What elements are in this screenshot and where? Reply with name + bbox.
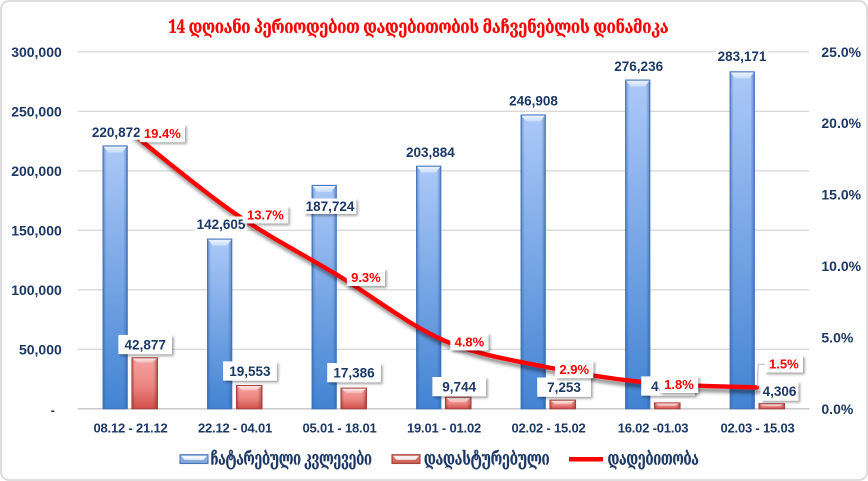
svg-text:300,000: 300,000 <box>11 44 62 60</box>
svg-text:5.0%: 5.0% <box>821 329 853 345</box>
svg-text:-: - <box>51 403 55 418</box>
svg-text:25.0%: 25.0% <box>821 44 861 60</box>
svg-text:203,884: 203,884 <box>406 145 455 160</box>
svg-text:187,724: 187,724 <box>306 199 355 214</box>
svg-text:05.01 - 18.01: 05.01 - 18.01 <box>302 421 376 436</box>
svg-text:19,553: 19,553 <box>229 364 271 379</box>
svg-text:10.0%: 10.0% <box>821 258 861 274</box>
svg-text:08.12 - 21.12: 08.12 - 21.12 <box>93 421 167 436</box>
svg-text:9,744: 9,744 <box>442 380 476 395</box>
svg-text:246,908: 246,908 <box>509 94 558 109</box>
svg-text:02.02 - 15.02: 02.02 - 15.02 <box>511 421 585 436</box>
svg-text:2.9%: 2.9% <box>559 362 589 377</box>
svg-text:1.5%: 1.5% <box>769 357 799 372</box>
svg-text:17,386: 17,386 <box>333 366 375 381</box>
svg-text:0.0%: 0.0% <box>821 401 853 417</box>
svg-text:220,872: 220,872 <box>92 125 141 140</box>
svg-text:1.8%: 1.8% <box>664 377 694 392</box>
svg-text:19.01 - 01.02: 19.01 - 01.02 <box>407 421 481 436</box>
svg-text:50,000: 50,000 <box>19 341 62 357</box>
svg-text:20.0%: 20.0% <box>821 115 861 131</box>
svg-text:100,000: 100,000 <box>11 282 62 298</box>
svg-text:276,236: 276,236 <box>614 59 663 74</box>
svg-text:02.03 - 15.03: 02.03 - 15.03 <box>720 421 794 436</box>
svg-text:9.3%: 9.3% <box>351 270 381 285</box>
svg-text:15.0%: 15.0% <box>821 187 861 203</box>
svg-text:7,253: 7,253 <box>547 380 581 395</box>
svg-text:19.4%: 19.4% <box>144 126 181 141</box>
svg-text:200,000: 200,000 <box>11 163 62 179</box>
svg-text:4,306: 4,306 <box>763 384 797 399</box>
svg-text:42,877: 42,877 <box>125 337 166 352</box>
svg-text:4.8%: 4.8% <box>455 334 485 349</box>
svg-text:13.7%: 13.7% <box>247 207 284 222</box>
svg-text:142,605: 142,605 <box>197 217 246 232</box>
svg-text:250,000: 250,000 <box>11 103 62 119</box>
svg-text:150,000: 150,000 <box>11 222 62 238</box>
svg-text:283,171: 283,171 <box>718 49 767 64</box>
svg-text:22.12 - 04.01: 22.12 - 04.01 <box>198 421 272 436</box>
svg-text:16.02 -01.03: 16.02 -01.03 <box>618 421 689 436</box>
